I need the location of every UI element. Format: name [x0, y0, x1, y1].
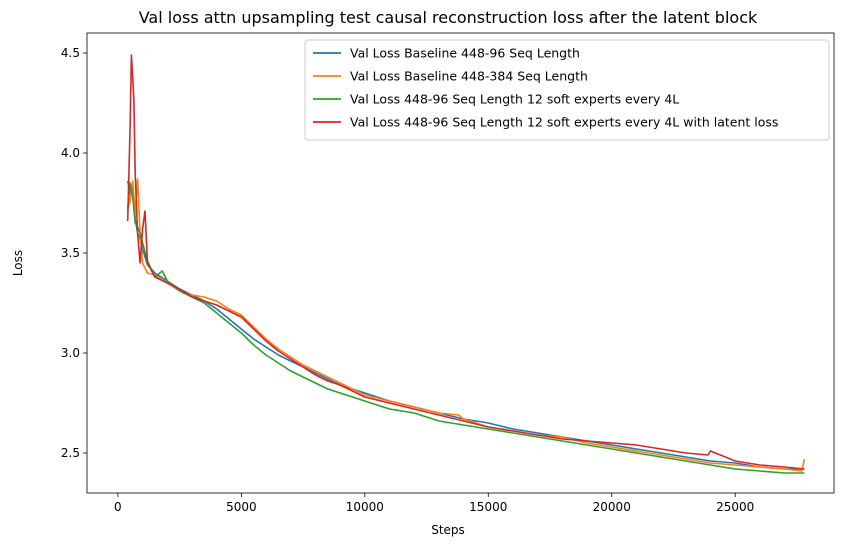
y-axis-label: Loss [11, 250, 25, 276]
y-tick-label: 4.5 [61, 46, 80, 60]
x-tick-label: 25000 [716, 500, 754, 514]
legend-label-4: Val Loss 448-96 Seq Length 12 soft exper… [350, 115, 778, 130]
y-tick-label: 3.0 [61, 346, 80, 360]
x-axis: 0 5000 10000 15000 20000 25000 [114, 493, 754, 514]
legend-label-1: Val Loss Baseline 448-96 Seq Length [350, 46, 580, 61]
x-axis-label: Steps [431, 523, 465, 537]
series-layer [126, 54, 806, 474]
legend: Val Loss Baseline 448-96 Seq Length Val L… [304, 39, 830, 141]
y-tick-label: 2.5 [61, 446, 80, 460]
y-tick-label: 3.5 [61, 246, 80, 260]
x-tick-label: 20000 [593, 500, 631, 514]
x-tick-label: 15000 [469, 500, 507, 514]
x-tick-label: 0 [114, 500, 122, 514]
legend-label-2: Val Loss Baseline 448-384 Seq Length [350, 69, 588, 84]
legend-label-3: Val Loss 448-96 Seq Length 12 soft exper… [350, 92, 679, 107]
y-tick-label: 4.0 [61, 146, 80, 160]
plot-frame [86, 32, 835, 494]
x-tick-label: 5000 [226, 500, 257, 514]
y-axis: 2.5 3.0 3.5 4.0 4.5 [61, 46, 87, 460]
series-line-4 [126, 54, 805, 470]
legend-box [304, 39, 830, 141]
series-line-2 [126, 178, 806, 472]
chart-title: Val loss attn upsampling test causal rec… [139, 8, 758, 27]
x-tick-label: 10000 [346, 500, 384, 514]
